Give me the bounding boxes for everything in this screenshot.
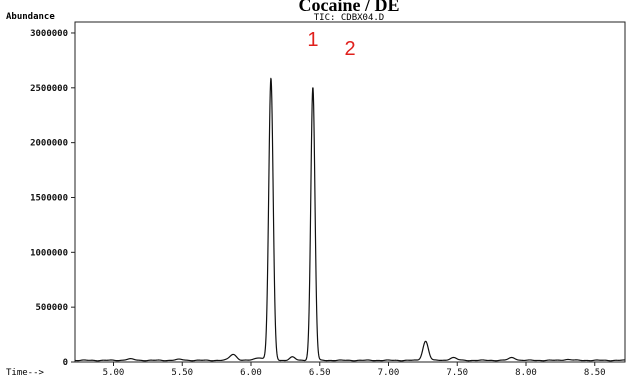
x-tick-label: 5.00 <box>103 368 125 377</box>
axes-layer: 0 500000 1000000 1500000 2000000 2500000 30000… <box>30 21 626 378</box>
peak-annotation-2: 2 <box>344 38 355 60</box>
x-tick-label: 6.00 <box>240 368 262 377</box>
plot-frame <box>74 21 626 363</box>
peak-annotation-1: 1 <box>307 29 318 51</box>
y-axis-label: Abundance <box>6 12 55 22</box>
tic-trace-line <box>74 77 626 362</box>
y-tick-label: 500000 <box>35 303 68 313</box>
x-tick-label: 7.00 <box>378 368 400 377</box>
y-tick-label: 0 <box>63 358 68 368</box>
chart-title: Cocaine / DE <box>299 0 400 15</box>
x-tick-label: 8.00 <box>515 368 537 377</box>
x-tick-label: 7.50 <box>446 368 468 377</box>
y-tick-label: 3000000 <box>30 29 68 39</box>
y-tick-label: 1000000 <box>30 248 68 258</box>
chart-subtitle: TIC: CDBX04.D <box>314 13 384 23</box>
x-tick-label: 8.50 <box>584 368 606 377</box>
y-tick-label: 2500000 <box>30 84 68 94</box>
x-axis-label: Time--> <box>6 368 45 377</box>
x-tick-label: 6.50 <box>309 368 331 377</box>
y-tick-label: 1500000 <box>30 193 68 203</box>
x-tick-label: 5.50 <box>171 368 193 377</box>
trace-layer <box>74 77 626 362</box>
y-tick-label: 2000000 <box>30 139 68 149</box>
